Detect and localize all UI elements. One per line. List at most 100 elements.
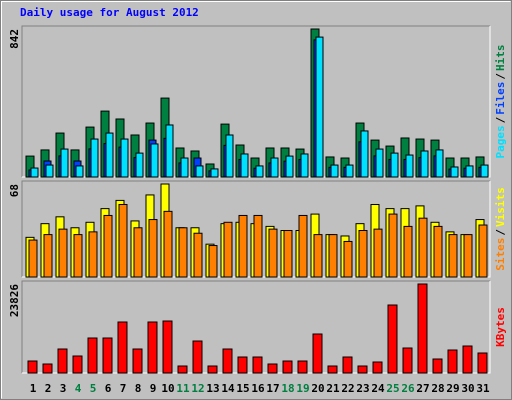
legend-entry: Pages xyxy=(494,125,507,158)
x-tick-label: 8 xyxy=(135,382,142,395)
bar xyxy=(330,164,339,178)
bar xyxy=(73,234,83,278)
bar xyxy=(192,340,203,374)
bar xyxy=(45,164,54,178)
bar xyxy=(195,165,204,178)
x-tick-label: 19 xyxy=(296,382,309,395)
legend-separator: / xyxy=(494,116,507,123)
bar xyxy=(432,358,443,374)
bar xyxy=(252,356,263,374)
bar xyxy=(283,230,293,278)
bar xyxy=(58,228,68,278)
legend-entry: KBytes xyxy=(494,307,507,347)
x-tick-label: 4 xyxy=(75,382,82,395)
bar xyxy=(360,130,369,178)
bar xyxy=(282,360,293,374)
bar xyxy=(105,132,114,178)
bar xyxy=(103,214,113,278)
bar xyxy=(285,155,294,178)
bar xyxy=(420,150,429,178)
x-tick-label: 6 xyxy=(105,382,112,395)
bar xyxy=(238,214,248,278)
bar xyxy=(90,138,99,178)
bar xyxy=(390,152,399,178)
bar xyxy=(75,165,84,178)
x-tick-label: 23 xyxy=(356,382,369,395)
bar xyxy=(477,352,488,374)
bar xyxy=(135,152,144,178)
x-tick-label: 3 xyxy=(60,382,67,395)
bar xyxy=(148,219,158,278)
bar xyxy=(27,360,38,374)
bar xyxy=(405,154,414,178)
bar xyxy=(180,157,189,178)
bar xyxy=(373,228,383,278)
x-tick-label: 26 xyxy=(401,382,415,395)
bar xyxy=(480,164,489,178)
x-tick-label: 12 xyxy=(191,382,204,395)
legend: Sites / Visits xyxy=(494,187,507,271)
x-tick-label: 27 xyxy=(416,382,429,395)
bar xyxy=(222,348,233,374)
bar xyxy=(357,365,368,374)
bar xyxy=(343,240,353,278)
x-tick-label: 10 xyxy=(161,382,174,395)
bar xyxy=(72,355,83,374)
y-max-label: 23826 xyxy=(8,284,21,317)
bar xyxy=(132,348,143,374)
x-tick-label: 5 xyxy=(90,382,97,395)
bar xyxy=(312,333,323,374)
x-tick-label: 30 xyxy=(461,382,474,395)
bar xyxy=(240,153,249,178)
x-tick-label: 11 xyxy=(176,382,190,395)
bar xyxy=(465,165,474,178)
bar xyxy=(120,138,129,178)
bar xyxy=(447,349,458,374)
bar xyxy=(88,231,98,278)
bar xyxy=(342,356,353,374)
bar xyxy=(57,348,68,374)
legend-separator: / xyxy=(494,73,507,80)
bar xyxy=(450,166,459,178)
bar xyxy=(208,245,218,278)
bar xyxy=(433,225,443,278)
bar xyxy=(268,228,278,278)
bar xyxy=(402,347,413,374)
bar xyxy=(60,148,69,178)
bar xyxy=(448,234,458,278)
bar xyxy=(327,365,338,374)
bar xyxy=(223,221,233,278)
bar xyxy=(478,224,488,278)
legend-entry: Visits xyxy=(494,187,507,227)
legend-entry: Hits xyxy=(494,45,507,72)
x-tick-label: 25 xyxy=(386,382,399,395)
bar xyxy=(163,210,173,278)
bar xyxy=(43,234,53,278)
bar xyxy=(30,167,39,178)
x-tick-label: 17 xyxy=(266,382,279,395)
bar xyxy=(403,225,413,278)
bar xyxy=(117,321,128,374)
bar xyxy=(193,232,203,278)
bar xyxy=(87,337,98,374)
bar xyxy=(315,36,324,178)
bar xyxy=(267,363,278,374)
x-tick-label: 16 xyxy=(251,382,265,395)
bar xyxy=(462,345,473,374)
legend-entry: Sites xyxy=(494,238,507,271)
x-tick-label: 24 xyxy=(371,382,385,395)
chart-title: Daily usage for August 2012 xyxy=(20,6,199,19)
bar xyxy=(297,360,308,374)
x-tick-label: 2 xyxy=(45,382,52,395)
panel-bevel xyxy=(21,180,490,277)
x-tick-label: 28 xyxy=(431,382,444,395)
panel-bevel xyxy=(21,280,490,373)
panel xyxy=(22,26,490,177)
bar xyxy=(435,149,444,178)
x-tick-label: 20 xyxy=(311,382,324,395)
legend: KBytes xyxy=(494,307,507,347)
bar xyxy=(345,164,354,178)
bar xyxy=(358,230,368,278)
x-tick-label: 21 xyxy=(326,382,340,395)
